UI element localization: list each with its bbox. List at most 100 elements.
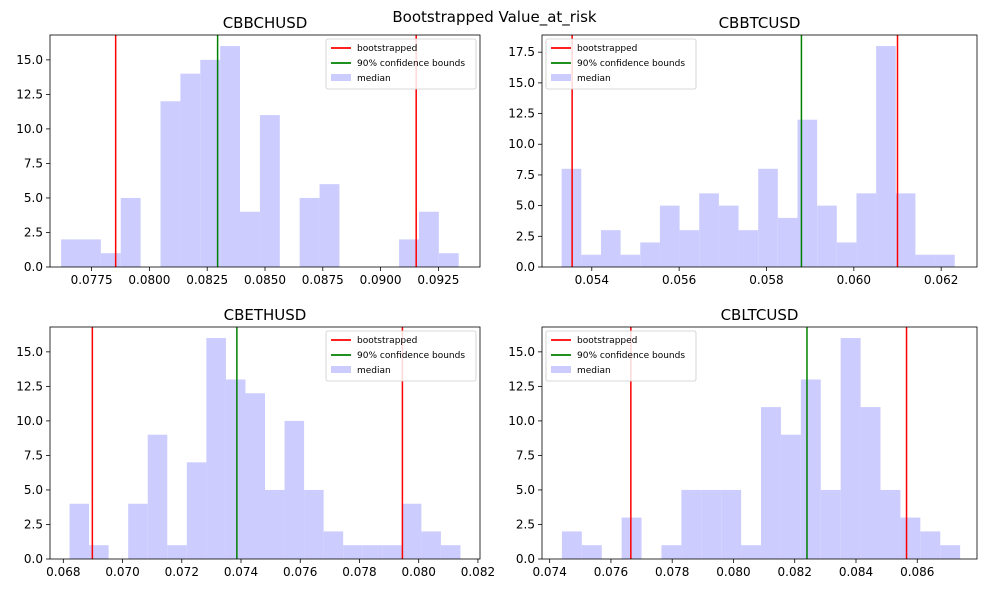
x-tick-label: 0.082 — [461, 565, 495, 579]
legend-patch-swatch — [331, 74, 351, 81]
subplot-title: CBETHUSD — [224, 306, 307, 324]
legend: bootstrapped 90% confidence bounds median — [545, 38, 697, 90]
y-tick-label: 10.0 — [508, 137, 535, 151]
x-tick-label: 0.078 — [342, 565, 376, 579]
x-tick-label: 0.084 — [839, 565, 873, 579]
histogram-bar — [100, 253, 121, 267]
histogram-bar — [860, 407, 881, 559]
axes-frame — [49, 326, 481, 560]
histogram-bar — [780, 434, 801, 559]
x-tick-label: 0.0900 — [360, 273, 402, 287]
legend-label: bootstrapped — [577, 336, 637, 346]
histogram-bar — [800, 379, 821, 559]
legend-label: median — [357, 74, 391, 84]
histogram-bar — [620, 254, 641, 267]
histogram-bar — [718, 205, 739, 267]
legend-label: 90% confidence bounds — [357, 59, 465, 69]
histogram-bar — [399, 239, 419, 267]
axes-frame — [541, 326, 978, 560]
histogram-bar — [319, 184, 340, 267]
legend-label: median — [357, 366, 391, 376]
histogram-bar — [343, 545, 363, 559]
histogram-bar — [761, 407, 781, 559]
histogram-bar — [900, 517, 921, 559]
legend-patch-swatch — [331, 366, 351, 373]
histogram-bar — [147, 434, 168, 559]
y-tick-label: 7.5 — [24, 156, 43, 170]
x-tick-label: 0.056 — [662, 273, 696, 287]
subplot-title: CBBCHUSD — [223, 14, 308, 32]
histogram-bar — [304, 489, 324, 559]
legend-label: median — [577, 366, 611, 376]
y-tick-label: 2.5 — [516, 517, 535, 531]
histogram-bar — [797, 119, 818, 267]
legend-box — [325, 38, 477, 90]
y-tick-label: 15.0 — [16, 53, 43, 67]
x-tick-label: 0.054 — [575, 273, 609, 287]
histogram-bar — [561, 531, 582, 559]
histogram-bar — [940, 545, 961, 559]
histogram-bar — [200, 59, 221, 267]
subplot-cbbtcusd: 0.054 0.056 0.058 0.060 0.062 0.0 2.5 5.0 7.5 10.… — [508, 14, 978, 287]
subplot-title: CBLTCUSD — [721, 306, 799, 324]
figure-title: Bootstrapped Value_at_risk — [392, 8, 597, 26]
histogram-bar — [681, 489, 702, 559]
histogram-bar — [89, 545, 109, 559]
x-tick-label: 0.086 — [900, 565, 934, 579]
histogram-bar — [421, 531, 441, 559]
subplot-cbltcusd: 0.074 0.076 0.078 0.080 0.082 0.084 0.086 0.0 2.… — [508, 306, 978, 579]
legend-box — [545, 330, 697, 382]
x-tick-label: 0.0850 — [244, 273, 286, 287]
y-tick-label: 15.0 — [508, 76, 535, 90]
x-tick-label: 0.0925 — [417, 273, 459, 287]
y-tick-label: 5.0 — [516, 199, 535, 213]
histogram-bar — [259, 115, 280, 267]
legend: bootstrapped 90% confidence bounds median — [325, 38, 477, 90]
histogram-bar — [840, 338, 861, 559]
subplot-title: CBBTCUSD — [719, 14, 801, 32]
histogram-bar — [621, 517, 642, 559]
histogram-bar — [167, 545, 187, 559]
legend-label: bootstrapped — [577, 44, 637, 54]
x-tick-label: 0.068 — [46, 565, 80, 579]
histogram-bar — [661, 545, 682, 559]
histogram-bar — [323, 531, 344, 559]
y-tick-label: 10.0 — [508, 414, 535, 428]
histogram-bar — [440, 545, 461, 559]
histogram-bar — [362, 545, 383, 559]
legend-label: bootstrapped — [357, 44, 417, 54]
y-tick-label: 15.0 — [16, 345, 43, 359]
x-tick-label: 0.076 — [594, 565, 628, 579]
axes-frame — [541, 34, 978, 268]
histogram-bar — [581, 545, 602, 559]
histogram-bar — [299, 197, 320, 267]
legend-label: 90% confidence bounds — [577, 351, 685, 361]
histogram-bar — [820, 489, 841, 559]
subplot-cbethusd: 0.068 0.070 0.072 0.074 0.076 0.078 0.080 0.082… — [16, 306, 495, 579]
histogram-bar — [817, 205, 837, 267]
histogram-bar — [438, 253, 459, 267]
y-tick-label: 10.0 — [16, 122, 43, 136]
histogram-bar — [225, 379, 246, 559]
y-tick-label: 2.5 — [516, 229, 535, 243]
histogram-bar — [418, 211, 439, 267]
y-tick-label: 10.0 — [16, 414, 43, 428]
legend-patch-swatch — [551, 366, 571, 373]
histogram-bar — [206, 338, 226, 559]
x-tick-label: 0.074 — [224, 565, 258, 579]
y-tick-label: 2.5 — [24, 225, 43, 239]
histogram-bar — [245, 393, 265, 559]
y-tick-label: 12.5 — [16, 379, 43, 393]
x-tick-label: 0.074 — [532, 565, 566, 579]
x-tick-label: 0.082 — [778, 565, 812, 579]
histogram-bar — [640, 242, 660, 267]
x-tick-label: 0.0825 — [186, 273, 228, 287]
histogram-bar — [80, 239, 101, 267]
y-tick-label: 7.5 — [516, 448, 535, 462]
histogram-bar — [128, 503, 148, 559]
x-tick-label: 0.0800 — [128, 273, 170, 287]
histogram-bar — [679, 230, 700, 267]
y-tick-label: 0.0 — [516, 552, 535, 566]
